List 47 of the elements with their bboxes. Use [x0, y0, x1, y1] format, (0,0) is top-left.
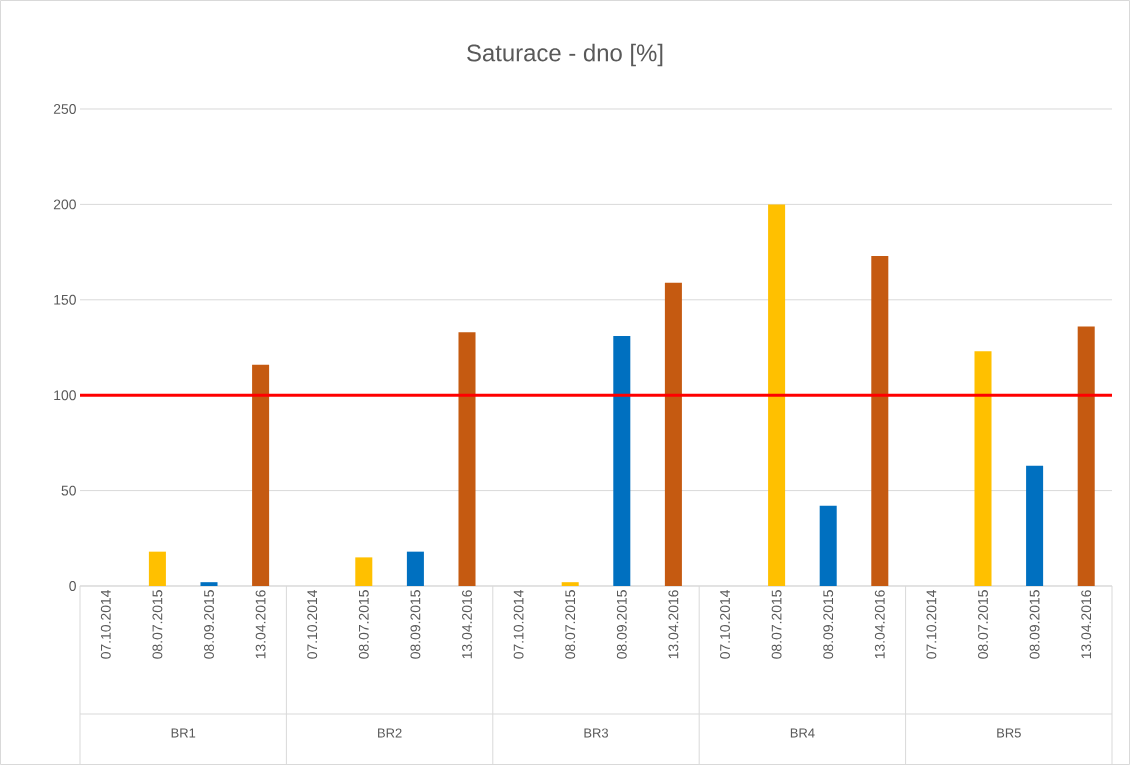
x-tick-label: 07.10.2014 — [926, 590, 937, 660]
text: BR4 — [790, 728, 815, 738]
x-tick-label: 08.07.2015 — [978, 590, 988, 660]
bar — [200, 582, 218, 587]
x-tick-label: 13.04.2016 — [255, 590, 266, 659]
x-tick-label: 08.07.2015 — [152, 590, 163, 660]
bar — [819, 506, 837, 587]
x-tick-label: 07.10.2014 — [100, 590, 111, 660]
bar — [1077, 326, 1095, 587]
x-tick-label: 08.09.2015 — [410, 590, 421, 660]
x-tick-label: 13.04.2016 — [1081, 590, 1092, 659]
y-tick-label: 0 — [69, 581, 76, 592]
x-tick-label: 07.10.2014 — [307, 590, 318, 660]
text: BR3 — [584, 728, 609, 738]
bar — [768, 204, 786, 587]
x-tick-label: 08.09.2015 — [1029, 590, 1040, 660]
x-tick-label: 08.09.2015 — [823, 590, 834, 660]
text: BR2 — [378, 728, 402, 738]
x-tick-label: 07.10.2014 — [513, 590, 524, 660]
y-tick-label: 100 — [54, 390, 76, 401]
x-tick-label: 13.04.2016 — [462, 590, 472, 659]
bar — [458, 332, 476, 587]
bar — [1026, 466, 1044, 587]
y-tick-label: 150 — [54, 295, 76, 305]
y-tick-label: 50 — [61, 485, 76, 496]
bar — [561, 582, 579, 587]
x-tick-label: 08.07.2015 — [565, 590, 576, 660]
x-tick-label: 13.04.2016 — [668, 590, 679, 659]
y-tick-label: 200 — [53, 199, 76, 210]
bar — [664, 282, 682, 587]
text: BR5 — [997, 728, 1021, 738]
x-tick-label: 13.04.2016 — [874, 590, 885, 659]
chart-title: Saturace - dno [%] — [467, 44, 663, 67]
bar — [355, 557, 373, 587]
x-tick-label: 08.07.2015 — [771, 590, 782, 660]
x-tick-label: 07.10.2014 — [720, 590, 730, 660]
x-tick-label: 08.09.2015 — [616, 590, 627, 660]
bar — [406, 551, 424, 587]
x-tick-label: 08.09.2015 — [204, 590, 214, 660]
bar — [871, 256, 889, 587]
bar — [148, 551, 166, 587]
text: BR1 — [171, 728, 196, 738]
y-tick-label: 250 — [53, 104, 76, 115]
x-tick-label: 08.07.2015 — [358, 590, 369, 660]
bar — [252, 364, 270, 587]
bar — [974, 351, 992, 587]
bar — [613, 336, 631, 587]
